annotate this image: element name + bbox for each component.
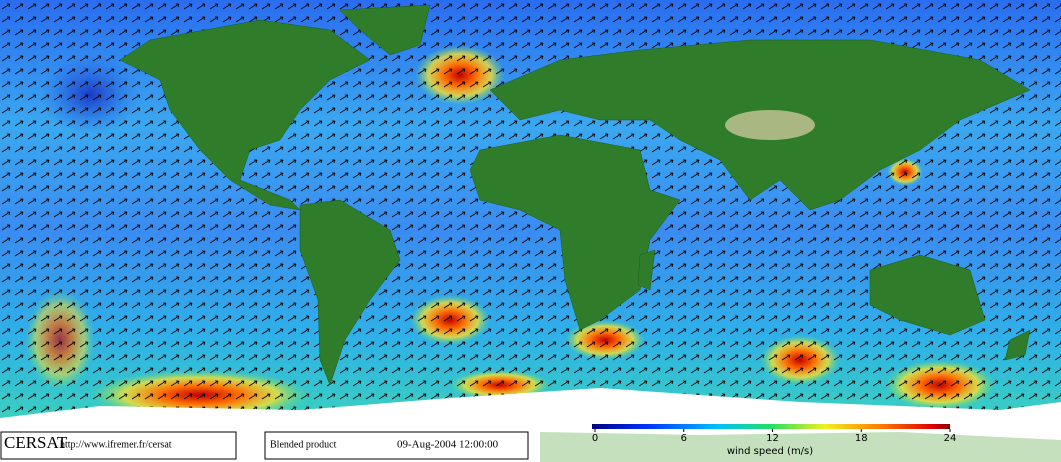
url: http://www.ifremer.fr/cersat — [60, 439, 172, 450]
info-bar: CERSAT http://www.ifremer.fr/cersat Blen… — [0, 431, 529, 460]
colorbar-tick-label: 0 — [592, 433, 598, 444]
product-box — [264, 431, 529, 460]
date: 09-Aug-2004 12:00:00 — [397, 439, 499, 451]
colorbar-tick-label: 18 — [855, 433, 868, 444]
colorbar-tick-label: 6 — [681, 433, 687, 444]
logo-box — [0, 431, 237, 460]
colorbar: wind speed (m/s) 0 6 12 18 24 — [592, 424, 957, 457]
colorbar-ramp — [592, 424, 950, 429]
colorbar-tick-label: 24 — [944, 433, 957, 444]
colorbar-tick-label: 12 — [766, 433, 779, 444]
product: Blended product — [270, 439, 337, 450]
logo: CERSAT — [4, 433, 68, 452]
colorbar-label: wind speed (m/s) — [727, 446, 813, 457]
